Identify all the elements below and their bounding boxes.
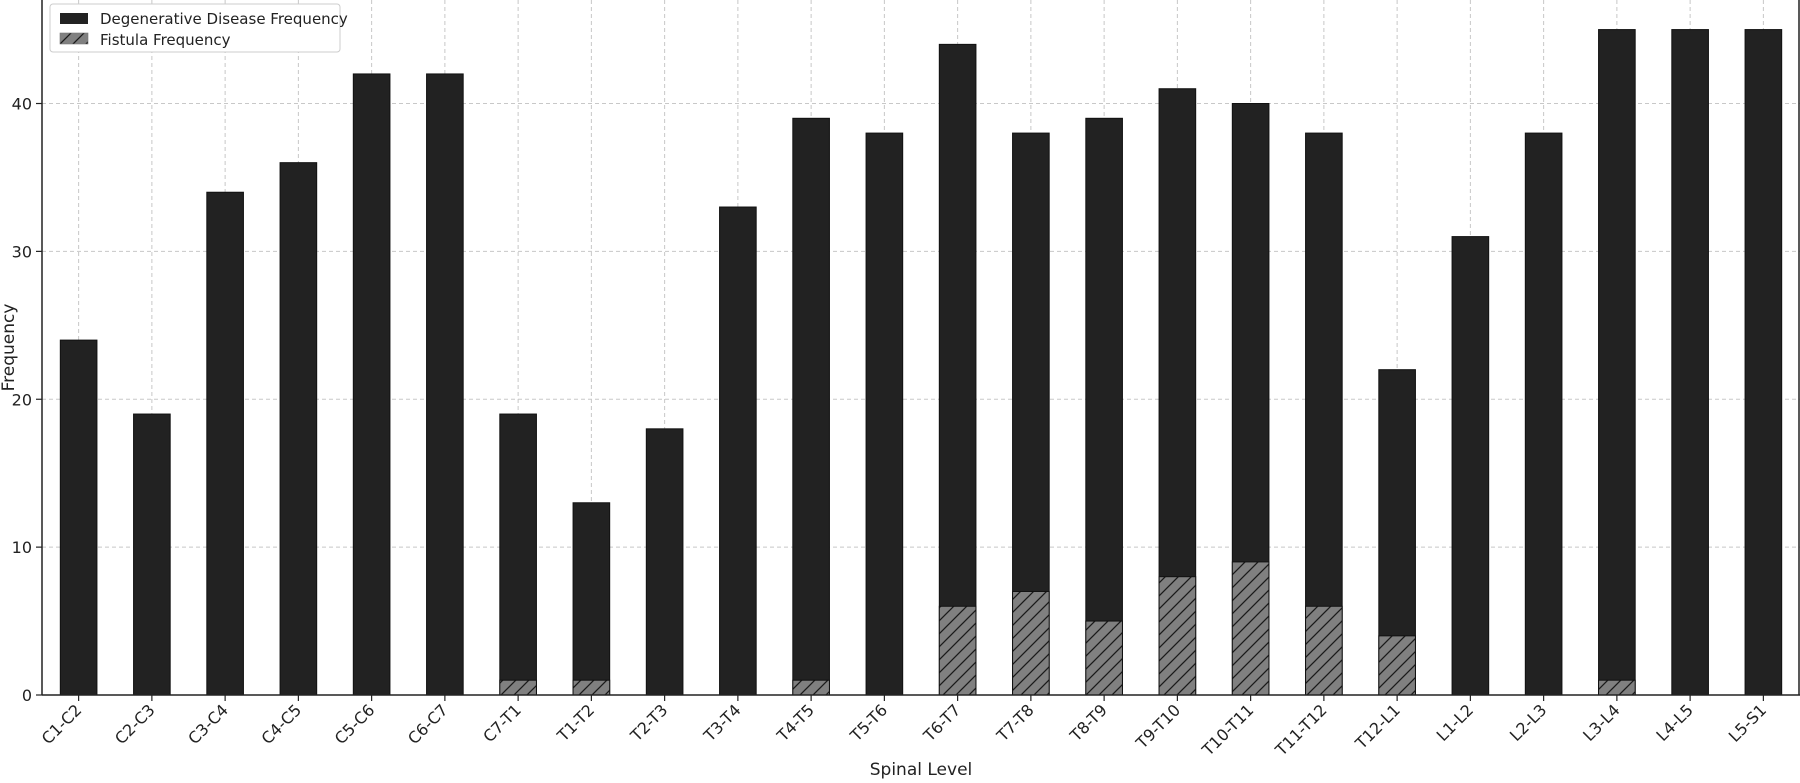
bar-degenerative [279,162,318,696]
x-tick-label: C1-C2 [38,700,86,748]
bar-degenerative [1451,236,1490,696]
bar-fistula [499,679,537,696]
legend-label-fistula: Fistula Frequency [100,31,231,49]
x-tick-label: T11-T12 [1271,700,1331,760]
bar-degenerative [499,413,537,696]
bar-degenerative [59,339,98,696]
bar-degenerative [645,428,684,696]
x-tick-label: L4-L5 [1652,700,1697,745]
x-tick-label: C6-C7 [404,700,452,748]
bar-degenerative [938,43,977,696]
y-tick-label: 30 [12,242,32,261]
labels-layer: Spinal Level Frequency [0,304,972,780]
bar-fistula [1158,576,1197,696]
bar-fistula [1598,679,1636,696]
bar-degenerative [1085,117,1123,696]
x-tick-label: T1-T2 [553,700,598,745]
bar-fistula [1085,620,1123,696]
x-tick-label: L5-S1 [1725,700,1770,745]
bar-fistula [792,679,830,696]
x-tick-label: T12-L1 [1351,700,1404,753]
x-tick-label: L1-L2 [1433,700,1478,745]
x-tick-label: T7-T8 [992,700,1037,745]
bar-degenerative [865,132,904,696]
x-tick-label: L3-L4 [1579,700,1624,745]
x-tick-label: C2-C3 [111,700,159,748]
legend-swatch-fistula [59,32,89,45]
x-tick-label: T3-T4 [699,700,744,745]
legend: Degenerative Disease Frequency Fistula F… [49,3,348,53]
bar-degenerative [1744,29,1783,696]
bar-degenerative [133,413,171,696]
bar-fistula [572,679,611,696]
bar-degenerative [352,73,391,696]
y-tick-label: 0 [22,686,32,705]
x-tick-label: T6-T7 [919,700,964,745]
x-tick-label: T5-T6 [846,700,891,745]
bar-fistula [1231,561,1270,696]
bar-degenerative [1305,132,1343,696]
x-tick-label: C4-C5 [257,700,305,748]
y-tick-label: 10 [12,538,32,557]
x-tick-label: C7-T1 [479,700,525,746]
bars-layer [59,29,1783,696]
y-axis-label: Frequency [0,304,19,392]
bar-fistula [938,605,977,696]
bar-fistula [1305,605,1343,696]
bar-fistula [1378,635,1416,696]
bar-degenerative [719,206,757,696]
x-tick-label: T9-T10 [1132,700,1185,753]
x-tick-label: C5-C6 [331,700,379,748]
x-tick-label: L2-L3 [1506,700,1551,745]
bar-degenerative [1671,29,1709,696]
x-tick-label: T2-T3 [626,700,671,745]
grid-layer [42,0,1800,696]
bar-degenerative [792,117,830,696]
bar-degenerative [1524,132,1563,696]
bar-fistula [1012,590,1050,696]
x-tick-label: T10-T11 [1198,700,1258,760]
y-tick-label: 20 [12,390,32,409]
legend-swatch-degenerative [60,13,88,24]
bar-degenerative [572,502,611,696]
bar-degenerative [1598,29,1636,696]
x-axis-label: Spinal Level [870,760,973,780]
y-tick-label: 40 [12,95,32,114]
x-tick-label: T4-T5 [773,700,818,745]
x-tick-label: C3-C4 [184,700,232,748]
legend-label-degenerative: Degenerative Disease Frequency [100,10,348,28]
x-tick-label: T8-T9 [1066,700,1111,745]
bar-degenerative [426,73,464,696]
legend-box [49,3,341,53]
bar-degenerative [206,191,244,696]
